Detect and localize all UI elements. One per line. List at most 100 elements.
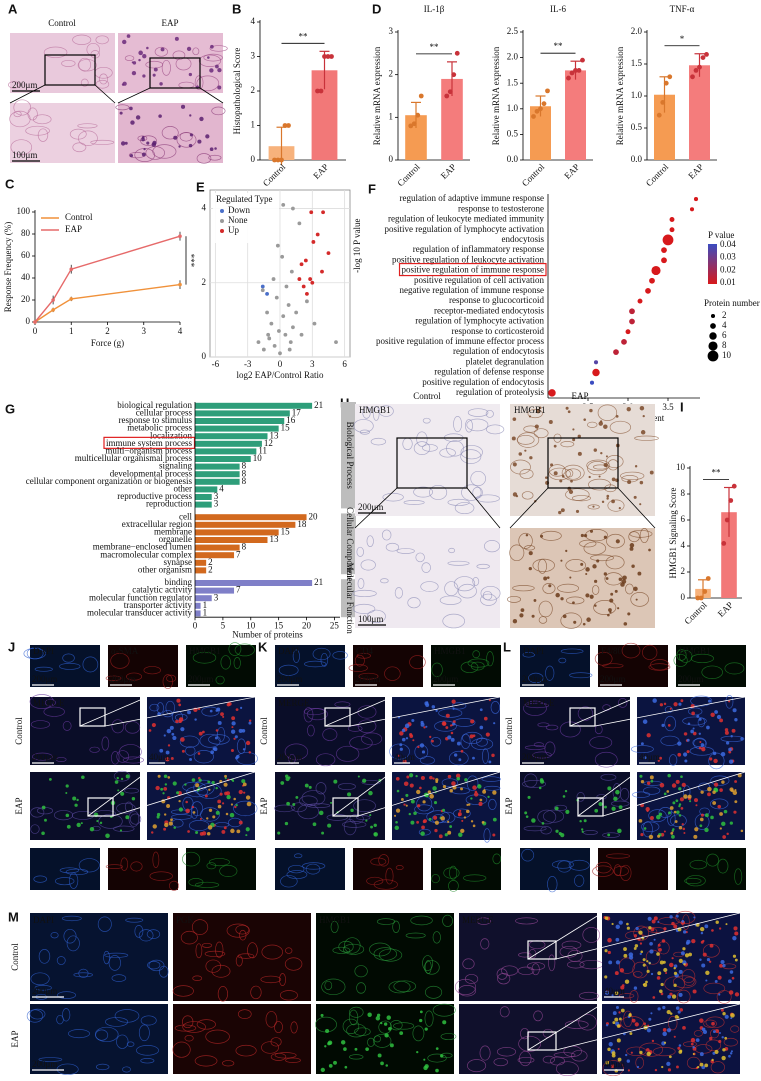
texture (671, 921, 675, 926)
texture (228, 642, 242, 656)
texture (593, 464, 608, 470)
texture (65, 792, 68, 795)
texture (525, 815, 529, 818)
texture (676, 1065, 679, 1069)
texture (567, 960, 585, 969)
texture (724, 728, 729, 732)
texture (675, 914, 679, 918)
texture (401, 737, 406, 742)
bar (689, 65, 710, 160)
point (266, 332, 271, 337)
y-tick-label: molecular function regulator (89, 592, 192, 602)
zoom-box (527, 1031, 557, 1051)
texture (663, 927, 667, 931)
texture (142, 54, 147, 59)
texture (723, 809, 728, 814)
texture (280, 875, 298, 888)
texture (124, 141, 128, 145)
row-label: Control (504, 717, 514, 745)
texture (654, 1068, 658, 1072)
colorbar-label: 0.02 (720, 264, 736, 274)
texture (727, 979, 732, 984)
texture (412, 1025, 425, 1042)
texture (717, 858, 729, 874)
texture (528, 415, 532, 418)
texture (321, 978, 346, 996)
texture (449, 825, 453, 828)
texture (429, 794, 434, 799)
point (265, 310, 269, 315)
texture (647, 1024, 650, 1027)
channel-label: DAPI (523, 646, 544, 656)
texture (523, 825, 547, 832)
texture (678, 992, 683, 997)
texture (538, 600, 553, 618)
y-tick-label: 40 (21, 272, 31, 282)
texture (56, 1014, 64, 1025)
texture (466, 803, 469, 807)
marker (69, 267, 74, 272)
texture (73, 972, 93, 978)
texture (493, 1057, 509, 1067)
texture (315, 782, 327, 795)
size-swatch (710, 313, 716, 319)
x-tick-label: 2 (105, 326, 110, 336)
point (277, 329, 281, 333)
texture (640, 832, 644, 837)
texture (673, 983, 677, 987)
texture (393, 1022, 415, 1030)
texture (666, 790, 670, 793)
texture (648, 548, 651, 552)
data-point (569, 70, 575, 76)
y-tick-label: 1.0 (631, 90, 643, 100)
value-label: 11 (258, 445, 267, 455)
texture (589, 529, 594, 533)
texture (245, 827, 250, 832)
texture (673, 810, 677, 814)
texture (172, 50, 186, 60)
texture (592, 865, 614, 877)
texture (343, 937, 361, 954)
texture (636, 1065, 640, 1069)
texture (648, 926, 652, 930)
texture (104, 952, 129, 958)
texture (454, 502, 475, 515)
texture (698, 717, 702, 721)
texture (116, 750, 130, 763)
texture (512, 462, 517, 467)
texture (646, 1051, 651, 1057)
texture (442, 1020, 447, 1025)
texture (460, 445, 483, 460)
texture (362, 406, 371, 419)
texture (61, 59, 76, 67)
texture (72, 796, 77, 801)
texture (349, 736, 373, 750)
texture (13, 99, 32, 116)
bar (195, 448, 257, 455)
texture (318, 810, 324, 816)
texture (431, 662, 443, 677)
texture (639, 528, 649, 544)
y-tick-label: cellular component organization or bioge… (26, 476, 193, 486)
panel-letter: K (258, 639, 268, 654)
texture (224, 774, 227, 778)
texture (548, 584, 552, 588)
zoom-box (149, 57, 201, 89)
texture (248, 721, 252, 725)
texture (197, 787, 200, 790)
texture (542, 582, 556, 594)
texture (460, 749, 464, 753)
texture (43, 46, 68, 59)
texture (694, 798, 699, 803)
texture (434, 720, 457, 732)
texture (565, 559, 587, 572)
texture (182, 851, 201, 867)
point (274, 295, 279, 300)
point (256, 340, 261, 345)
texture (649, 949, 654, 954)
texture (205, 1029, 230, 1044)
texture (642, 983, 645, 986)
texture (717, 975, 722, 980)
texture (645, 980, 648, 984)
texture (533, 742, 544, 748)
